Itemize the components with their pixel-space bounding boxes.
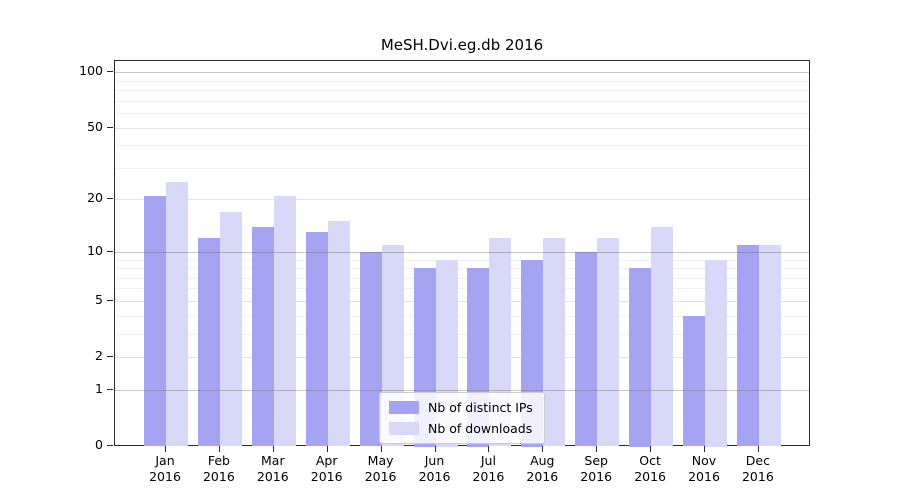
gridline-y-90 [115,80,809,82]
x-tick-jul [488,446,490,452]
bar-distinct-ips-jan [144,195,166,447]
bar-distinct-ips-mar [251,226,274,447]
y-tick-50 [107,126,113,128]
bar-downloads-dec [758,244,781,447]
x-tick-label-jan: Jan 2016 [149,453,181,484]
x-tick-label-oct: Oct 2016 [634,453,666,484]
bar-distinct-ips-oct [629,268,652,447]
x-tick-nov [704,446,705,452]
x-tick-feb [218,446,220,452]
bar-downloads-sep [597,238,620,447]
x-tick-oct [650,446,652,452]
gridline-y-3 [115,333,809,335]
gridline-y-70 [115,100,809,102]
y-tick-10 [107,250,113,252]
y-tick-label-0: 0 [95,437,103,452]
bar-distinct-ips-dec [736,244,759,447]
x-tick-label-feb: Feb 2016 [202,453,235,484]
plot-area: Nb of distinct IPs Nb of downloads [114,60,810,447]
x-tick-label-sep: Sep 2016 [580,453,613,484]
x-tick-label-aug: Aug 2016 [526,453,559,484]
x-tick-apr [326,446,328,452]
gridline-y-50 [115,127,809,129]
y-tick-1 [107,388,113,390]
bar-downloads-aug [543,238,566,447]
bar-downloads-jan [166,182,188,447]
y-tick-100 [107,71,113,73]
x-tick-label-mar: Mar 2016 [256,453,289,484]
gridline-y-30 [115,167,809,169]
gridline-y-8 [115,268,809,269]
gridline-y-1 [115,389,809,391]
y-tick-label-100: 100 [79,63,103,79]
x-tick-sep [596,446,598,452]
bar-downloads-oct [651,226,674,447]
y-tick-label-2: 2 [95,348,103,363]
legend-swatch-distinct-ips [389,401,419,414]
legend: Nb of distinct IPs Nb of downloads [379,392,545,444]
bar-downloads-feb [219,211,242,447]
legend-label-downloads: Nb of downloads [428,421,533,436]
legend-item-distinct-ips: Nb of distinct IPs [389,400,533,415]
gridline-y-10 [115,251,809,253]
gridline-y-2 [115,357,809,358]
bar-downloads-mar [273,195,296,447]
y-tick-label-10: 10 [87,242,103,258]
gridline-y-9 [115,259,809,261]
gridline-y-5 [115,300,809,302]
x-tick-label-jun: Jun 2016 [418,453,451,484]
y-tick-label-5: 5 [95,291,103,307]
x-tick-jun [434,446,436,452]
x-tick-may [380,446,382,452]
gridline-y-80 [115,90,809,92]
bar-distinct-ips-nov [683,315,705,447]
legend-item-downloads: Nb of downloads [389,421,533,436]
y-tick-0 [107,445,113,446]
gridline-y-7 [115,277,809,279]
bar-distinct-ips-feb [197,238,220,447]
x-tick-aug [542,446,544,452]
y-tick-20 [107,198,113,200]
x-tick-mar [272,446,274,452]
x-tick-dec [757,446,759,452]
gridline-y-20 [115,199,809,201]
y-tick-label-1: 1 [95,380,103,396]
gridline-y-100 [115,72,809,74]
x-tick-jan [165,446,166,452]
x-tick-label-may: May 2016 [364,453,397,484]
y-tick-label-50: 50 [87,118,103,134]
gridline-y-6 [115,288,809,290]
y-tick-label-20: 20 [87,190,103,206]
bar-distinct-ips-may [359,251,382,447]
x-tick-label-apr: Apr 2016 [310,453,343,484]
y-tick-5 [107,299,113,301]
x-tick-label-nov: Nov 2016 [688,453,720,484]
bar-distinct-ips-apr [305,232,328,447]
x-tick-label-dec: Dec 2016 [741,453,774,484]
gridline-y-40 [115,145,809,147]
bar-distinct-ips-sep [575,251,598,447]
y-tick-2 [107,356,113,357]
legend-label-distinct-ips: Nb of distinct IPs [428,400,533,415]
x-tick-label-jul: Jul 2016 [472,453,505,484]
chart-title: MeSH.Dvi.eg.db 2016 [380,36,544,54]
gridline-y-60 [115,113,809,114]
bar-downloads-nov [705,259,727,447]
bar-downloads-apr [327,221,350,447]
legend-swatch-downloads [389,422,419,435]
gridline-y-4 [115,315,809,317]
